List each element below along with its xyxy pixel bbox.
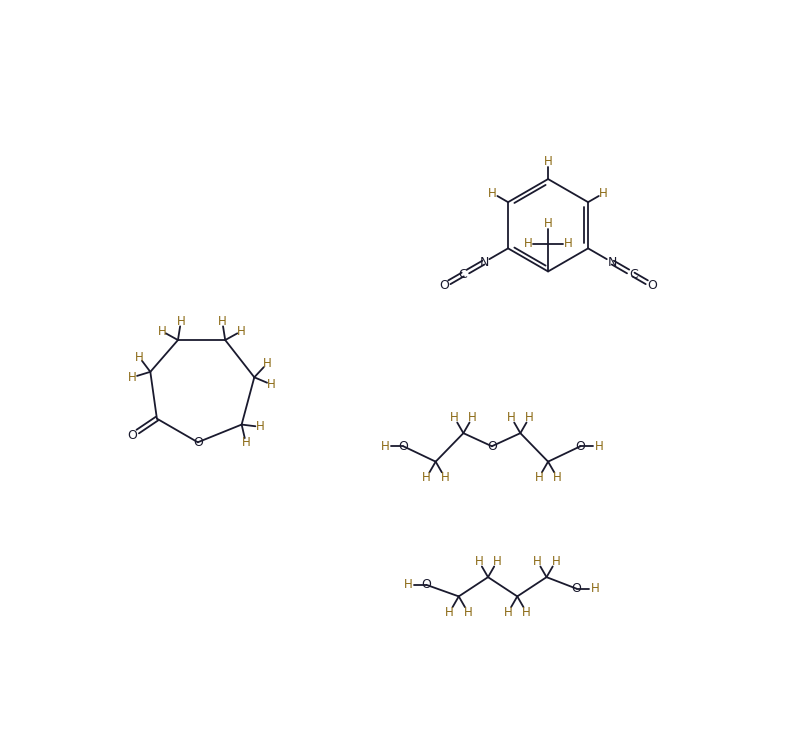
Text: H: H <box>591 582 600 595</box>
Text: H: H <box>474 555 483 567</box>
Text: H: H <box>128 370 137 384</box>
Text: H: H <box>381 440 389 453</box>
Text: H: H <box>176 315 185 329</box>
Text: H: H <box>599 187 608 200</box>
Text: O: O <box>193 436 203 449</box>
Text: O: O <box>571 582 582 595</box>
Text: H: H <box>553 471 562 484</box>
Text: O: O <box>439 279 449 292</box>
Text: H: H <box>488 187 497 200</box>
Text: H: H <box>445 606 454 619</box>
Text: H: H <box>533 555 541 567</box>
Text: H: H <box>267 378 276 391</box>
Text: O: O <box>127 429 137 442</box>
Text: C: C <box>629 268 638 281</box>
Text: H: H <box>450 411 458 423</box>
Text: H: H <box>158 325 166 337</box>
Text: H: H <box>237 325 246 337</box>
Text: H: H <box>507 411 516 423</box>
Text: H: H <box>464 606 473 619</box>
Text: H: H <box>255 420 264 434</box>
Text: N: N <box>608 256 617 269</box>
Text: H: H <box>493 555 502 567</box>
Text: H: H <box>544 155 553 168</box>
Text: H: H <box>242 436 250 449</box>
Text: N: N <box>479 256 489 269</box>
Text: H: H <box>403 578 412 592</box>
Text: H: H <box>551 555 560 567</box>
Text: H: H <box>422 471 431 484</box>
Text: O: O <box>422 578 431 592</box>
Text: H: H <box>469 411 477 423</box>
Text: H: H <box>218 315 227 329</box>
Text: H: H <box>525 411 534 423</box>
Text: H: H <box>503 606 512 619</box>
Text: H: H <box>263 357 271 370</box>
Text: H: H <box>534 471 543 484</box>
Text: O: O <box>487 440 497 453</box>
Text: H: H <box>564 237 573 250</box>
Text: O: O <box>575 440 585 453</box>
Text: C: C <box>458 268 467 281</box>
Text: H: H <box>524 237 532 250</box>
Text: H: H <box>135 351 144 364</box>
Text: O: O <box>398 440 408 453</box>
Text: H: H <box>522 606 531 619</box>
Text: H: H <box>544 218 553 230</box>
Text: H: H <box>595 440 604 453</box>
Text: H: H <box>440 471 449 484</box>
Text: O: O <box>647 279 657 292</box>
